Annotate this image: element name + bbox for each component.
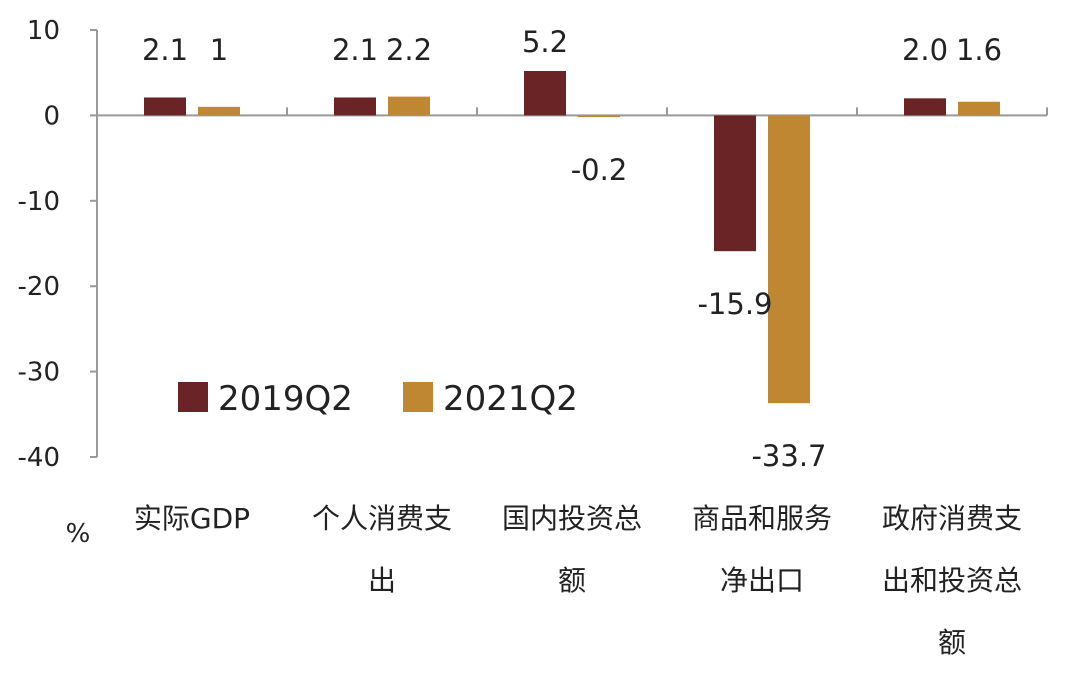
- data-label-2021q2-3: -0.2: [571, 153, 628, 187]
- category-label: 额: [938, 626, 966, 659]
- y-tick-label: -30: [18, 358, 60, 388]
- data-label-2019q2-4: -15.9: [697, 287, 772, 321]
- data-label-2019q2-2: 2.1: [332, 33, 378, 67]
- legend-swatch-2021q2: [403, 382, 433, 412]
- bar-2021q2-5: [958, 101, 1000, 116]
- bar-2019q2-2: [334, 97, 376, 116]
- data-label-2021q2-4: -33.7: [751, 439, 826, 473]
- bars: [144, 70, 1000, 404]
- data-label-2021q2-2: 2.2: [386, 33, 432, 67]
- legend-label-2019q2: 2019Q2: [218, 379, 353, 419]
- data-label-2021q2-1: 1: [210, 33, 228, 67]
- y-tick-label: -40: [18, 443, 60, 473]
- category-label: 商品和服务: [692, 502, 832, 535]
- y-tick-label: -20: [18, 272, 60, 302]
- category-label: 个人消费支: [312, 502, 452, 535]
- data-label-2019q2-5: 2.0: [902, 33, 948, 67]
- category-label: 政府消费支: [882, 502, 1022, 535]
- category-label: 净出口: [720, 564, 804, 597]
- bar-2019q2-4: [714, 115, 756, 252]
- category-label: 额: [558, 564, 586, 597]
- data-label-2021q2-5: 1.6: [956, 33, 1002, 67]
- bar-2021q2-1: [198, 106, 240, 116]
- legend-swatch-2019q2: [178, 382, 208, 412]
- y-axis-ticks: 10 0 -10 -20 -30 -40: [18, 16, 97, 473]
- bar-2019q2-5: [904, 98, 946, 116]
- bar-2021q2-3: [578, 115, 620, 118]
- bar-2019q2-3: [524, 70, 566, 116]
- legend-label-2021q2: 2021Q2: [443, 379, 578, 419]
- data-labels: 2.1 1 2.1 2.2 5.2-0.2-15.9-33.72.0 1.6: [142, 25, 1002, 473]
- category-label: 出和投资总: [882, 564, 1022, 597]
- bar-2019q2-1: [144, 97, 186, 116]
- y-unit-label: %: [66, 519, 91, 549]
- y-tick-label: -10: [18, 187, 60, 217]
- category-ticks: [286, 107, 1048, 116]
- category-label: 国内投资总: [502, 502, 642, 535]
- category-label: 出: [368, 564, 396, 597]
- y-tick-label: 10: [27, 16, 60, 46]
- data-label-2019q2-3: 5.2: [522, 25, 568, 59]
- bar-2021q2-4: [768, 115, 810, 404]
- legend: 2019Q2 2021Q2: [178, 379, 578, 419]
- data-label-2019q2-1: 2.1: [142, 33, 188, 67]
- bar-2021q2-2: [388, 96, 430, 116]
- category-label: 实际GDP: [134, 502, 250, 535]
- y-tick-label: 0: [43, 101, 60, 131]
